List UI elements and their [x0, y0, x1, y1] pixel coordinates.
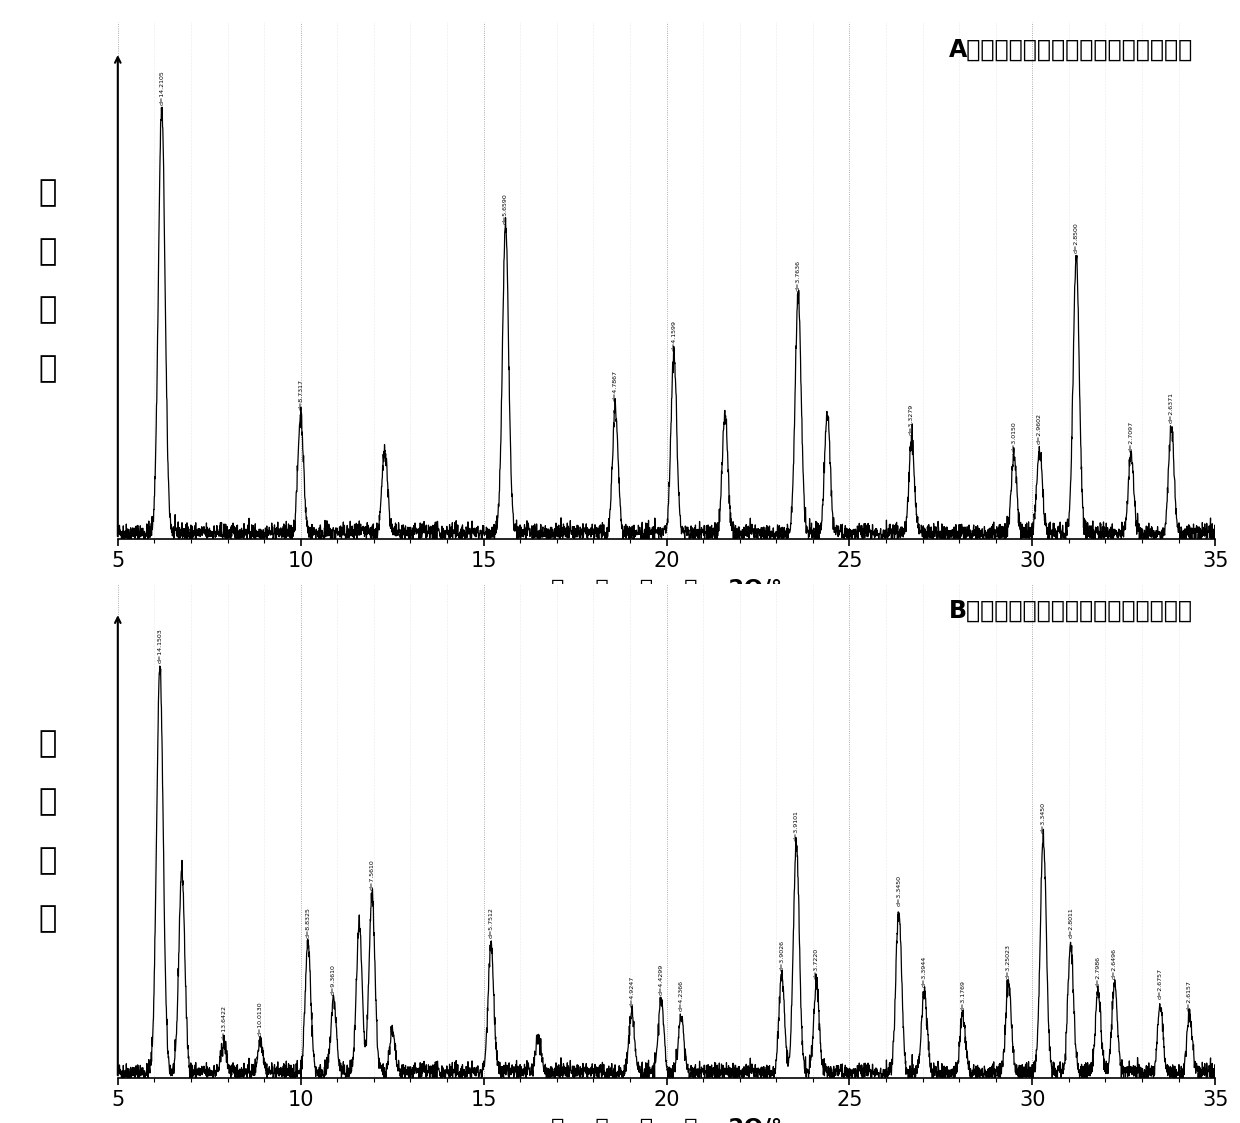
- Text: d=3.1769: d=3.1769: [960, 980, 965, 1011]
- Text: 极: 极: [38, 179, 56, 208]
- Text: d=5.6590: d=5.6590: [503, 193, 508, 223]
- Text: 强: 强: [38, 787, 56, 816]
- Text: 衍: 衍: [38, 354, 56, 383]
- Text: d=3.25023: d=3.25023: [1006, 943, 1011, 979]
- X-axis label: 衍    射    角    度    2Θ/°: 衍 射 角 度 2Θ/°: [551, 1119, 782, 1123]
- Text: d=4.7867: d=4.7867: [613, 371, 618, 401]
- Text: d=7.5610: d=7.5610: [370, 859, 374, 889]
- Text: 衍: 衍: [38, 904, 56, 933]
- Text: d=2.8500: d=2.8500: [1074, 222, 1079, 253]
- Text: d=3.3450: d=3.3450: [1040, 802, 1045, 833]
- Text: d=14.2105: d=14.2105: [159, 71, 164, 106]
- Text: d=8.8325: d=8.8325: [305, 907, 310, 939]
- Text: A型改性大孔八面游石极性分离吸附剂: A型改性大孔八面游石极性分离吸附剂: [949, 38, 1193, 62]
- Text: d=8.7317: d=8.7317: [298, 378, 304, 410]
- Text: d=9.3610: d=9.3610: [331, 965, 336, 995]
- Text: d=3.7636: d=3.7636: [796, 261, 801, 291]
- Text: d=3.3279: d=3.3279: [909, 404, 914, 436]
- Text: d=4.4299: d=4.4299: [658, 964, 663, 995]
- Text: d=4.1599: d=4.1599: [671, 320, 676, 350]
- Text: 极: 极: [38, 729, 56, 758]
- Text: d=2.7986: d=2.7986: [1096, 956, 1101, 987]
- Text: B型改性大孔八面游石极性分离吸附剂: B型改性大孔八面游石极性分离吸附剂: [950, 599, 1193, 623]
- Text: d=14.1503: d=14.1503: [157, 628, 162, 663]
- Text: 强: 强: [38, 237, 56, 266]
- Text: d=2.6371: d=2.6371: [1169, 392, 1174, 422]
- Text: d=3.9026: d=3.9026: [779, 940, 784, 970]
- Text: d=2.6757: d=2.6757: [1158, 968, 1163, 999]
- Text: 射: 射: [38, 846, 56, 875]
- Text: d=2.9602: d=2.9602: [1037, 413, 1042, 444]
- Text: d=3.3450: d=3.3450: [897, 875, 901, 906]
- Text: d=4.9247: d=4.9247: [629, 976, 634, 1007]
- X-axis label: 衍    射    角    度    2Θ/°: 衍 射 角 度 2Θ/°: [551, 579, 782, 600]
- Text: d=2.7097: d=2.7097: [1128, 421, 1133, 453]
- Text: d=2.6157: d=2.6157: [1187, 980, 1192, 1011]
- Text: d=3.7220: d=3.7220: [813, 948, 818, 979]
- Text: d=13.6422: d=13.6422: [222, 1005, 227, 1040]
- Text: d=2.8011: d=2.8011: [1068, 907, 1073, 939]
- Text: d=3.3944: d=3.3944: [921, 956, 926, 987]
- Text: d=3.0150: d=3.0150: [1012, 421, 1017, 453]
- Text: d=10.0130: d=10.0130: [258, 1001, 263, 1035]
- Text: 射: 射: [38, 295, 56, 325]
- Text: d=5.7512: d=5.7512: [489, 907, 494, 939]
- Text: d=2.6496: d=2.6496: [1112, 948, 1117, 979]
- Text: d=3.9101: d=3.9101: [794, 811, 799, 841]
- Text: d=4.2366: d=4.2366: [678, 980, 683, 1011]
